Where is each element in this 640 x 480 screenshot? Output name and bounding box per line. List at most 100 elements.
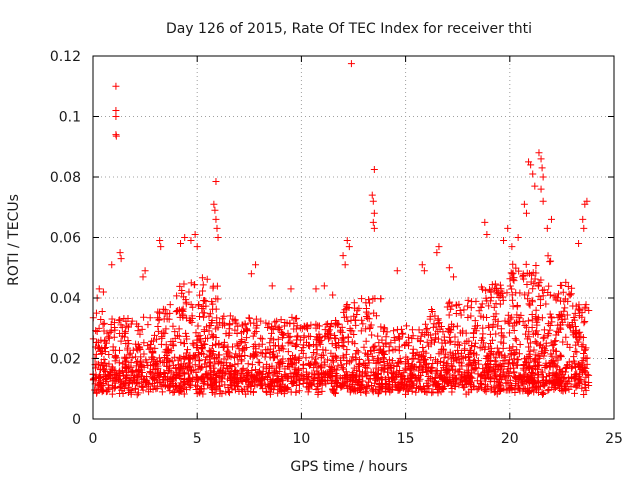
data-point (209, 342, 217, 350)
data-point (219, 364, 227, 372)
data-point (93, 339, 101, 347)
data-point (220, 355, 228, 363)
data-point (199, 297, 207, 305)
data-point (128, 317, 136, 325)
data-point (365, 359, 373, 367)
data-point (375, 339, 383, 347)
data-point (449, 362, 457, 370)
data-point (485, 302, 493, 310)
data-point (403, 339, 411, 347)
data-point (338, 361, 346, 369)
data-point (214, 368, 222, 376)
data-point (531, 275, 539, 283)
data-point (393, 267, 401, 275)
data-point (465, 337, 473, 345)
data-point (149, 380, 157, 388)
data-point (347, 316, 355, 324)
data-point (481, 375, 489, 383)
data-point (488, 281, 496, 289)
data-point (303, 376, 311, 384)
data-point (552, 337, 560, 345)
data-point (498, 332, 506, 340)
data-point (232, 319, 240, 327)
data-point (116, 316, 124, 324)
data-point (536, 352, 544, 360)
data-point (532, 262, 540, 270)
data-point (189, 366, 197, 374)
data-point (164, 367, 172, 375)
data-point (542, 359, 550, 367)
data-point (166, 387, 174, 395)
data-point (158, 334, 166, 342)
data-point (535, 292, 543, 300)
data-point (340, 313, 348, 321)
data-point (220, 312, 228, 320)
data-point (332, 316, 340, 324)
data-point (214, 351, 222, 359)
data-point (108, 390, 116, 398)
data-point (530, 346, 538, 354)
data-point (354, 384, 362, 392)
data-point (112, 132, 120, 140)
data-point (549, 341, 557, 349)
data-point (210, 200, 218, 208)
data-point (459, 327, 467, 335)
data-point (279, 377, 287, 385)
data-point (506, 364, 514, 372)
data-point (529, 285, 537, 293)
data-point (144, 321, 152, 329)
data-point (335, 342, 343, 350)
data-point (280, 322, 288, 330)
data-point (487, 293, 495, 301)
data-point (186, 374, 194, 382)
data-point (366, 299, 374, 307)
data-point (264, 324, 272, 332)
data-point (161, 369, 169, 377)
data-point (346, 358, 354, 366)
data-point (343, 346, 351, 354)
data-point (250, 329, 258, 337)
data-point (374, 332, 382, 340)
data-point (572, 363, 580, 371)
data-point (402, 382, 410, 390)
data-point (107, 327, 115, 335)
data-point (362, 372, 370, 380)
data-point (146, 368, 154, 376)
data-point (201, 341, 209, 349)
data-point (115, 376, 123, 384)
data-point (461, 345, 469, 353)
data-point (485, 285, 493, 293)
data-point (123, 346, 131, 354)
data-point (182, 296, 190, 304)
data-point (287, 285, 295, 293)
data-point (386, 381, 394, 389)
data-point (343, 237, 351, 245)
data-point (181, 340, 189, 348)
data-point (437, 357, 445, 365)
data-point (491, 372, 499, 380)
data-point (508, 243, 516, 251)
data-point (445, 311, 453, 319)
data-point (231, 361, 239, 369)
data-point (315, 339, 323, 347)
data-point (383, 359, 391, 367)
data-point (530, 357, 538, 365)
data-point (389, 346, 397, 354)
x-tick-label: 25 (605, 431, 623, 447)
data-point (155, 316, 163, 324)
data-point (427, 340, 435, 348)
data-point (486, 373, 494, 381)
data-point (491, 357, 499, 365)
data-point (324, 335, 332, 343)
y-tick-label: 0.04 (50, 291, 81, 307)
data-point (571, 380, 579, 388)
data-point (412, 388, 420, 396)
data-point (557, 311, 565, 319)
data-point (118, 386, 126, 394)
data-point (559, 338, 567, 346)
data-point (265, 364, 273, 372)
data-point (504, 224, 512, 232)
data-point (299, 380, 307, 388)
data-point (177, 338, 185, 346)
data-point (530, 378, 538, 386)
